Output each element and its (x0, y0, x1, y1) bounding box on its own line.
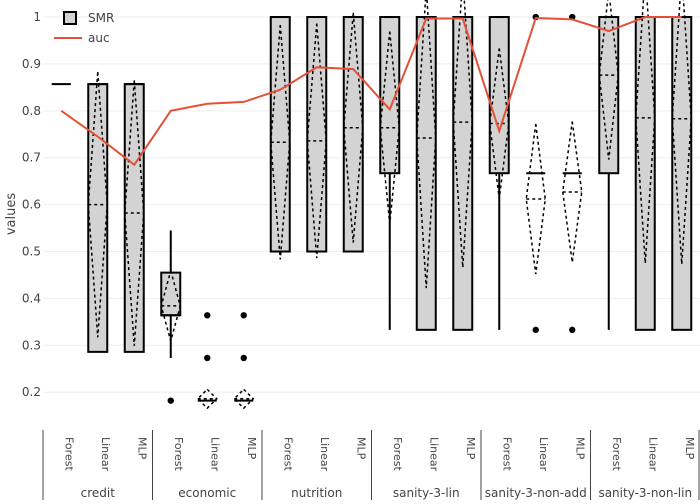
box-nutrition-linear[interactable] (306, 16, 328, 259)
y-tick-label: 0.9 (22, 57, 41, 71)
box-sanity-3-non-lin-mlp[interactable] (671, 0, 693, 331)
box-sd-diamond (196, 388, 218, 410)
y-tick-label: 0.6 (22, 198, 41, 212)
box-nutrition-forest[interactable] (269, 16, 291, 260)
x-tick-label: Forest (610, 437, 623, 471)
x-tick-label: MLP (245, 437, 258, 460)
box-sd-diamond (561, 121, 583, 263)
box-sd-diamond (634, 0, 656, 264)
x-group-label: credit (81, 486, 116, 500)
x-group-label: sanity-3-lin (393, 486, 460, 500)
auc-line-layer (60, 16, 682, 167)
box-sd-diamond (671, 0, 693, 265)
x-axis: Forest Linear MLP credit Forest Linear MLP econ… (42, 430, 700, 500)
box-outlier-point (204, 312, 211, 319)
box-sanity-3-non-lin-linear[interactable] (634, 0, 656, 331)
legend-label-smr: SMR (88, 11, 114, 25)
box-outlier-point (240, 312, 247, 319)
legend-swatch-smr (63, 11, 77, 25)
box-outlier-point (569, 326, 576, 334)
box-sd-diamond (306, 23, 328, 259)
box-sd-diamond (123, 80, 145, 346)
box-body (269, 16, 291, 253)
grid-layer (43, 16, 700, 393)
box-layer (51, 0, 693, 410)
x-tick-label: Linear (318, 437, 331, 472)
box-nutrition-mlp[interactable] (342, 12, 364, 253)
x-tick-label: Linear (646, 437, 659, 472)
y-tick-label: 0.5 (22, 245, 41, 259)
box-credit-mlp[interactable] (123, 80, 145, 353)
box-body (87, 83, 109, 353)
x-group-label: economic (178, 486, 236, 500)
box-sanity-3-lin-linear[interactable] (415, 0, 437, 331)
box-sd-diamond (269, 24, 291, 260)
legend-label-auc: auc (88, 31, 110, 45)
y-tick-label: 0.8 (22, 104, 41, 118)
box-economic-mlp[interactable] (233, 312, 255, 410)
x-tick-label: Forest (281, 437, 294, 471)
x-tick-label: MLP (573, 437, 586, 460)
box-outlier-point (167, 397, 174, 404)
y-axis-label: values (4, 193, 19, 236)
x-tick-label: Linear (99, 437, 112, 472)
box-economic-linear[interactable] (196, 312, 218, 410)
box-sanity-3-non-add-forest[interactable] (488, 16, 510, 330)
box-sd-diamond (525, 123, 547, 275)
y-axis-ticks: 0.2 0.3 0.4 0.5 0.6 0.7 0.8 0.9 1 (22, 10, 41, 399)
box-credit-linear[interactable] (87, 71, 109, 353)
box-sd-diamond (87, 71, 109, 338)
box-sd-diamond (488, 48, 510, 199)
auc-line[interactable] (60, 16, 682, 167)
box-body (342, 16, 364, 253)
box-sd-diamond (452, 0, 474, 268)
x-tick-label: Linear (537, 437, 550, 472)
box-sd-diamond (415, 0, 437, 289)
x-group-label: sanity-3-non-add (485, 486, 587, 500)
x-tick-label: Forest (500, 437, 513, 471)
box-outlier-point (532, 326, 539, 334)
x-tick-label: Forest (62, 437, 75, 471)
box-sanity-3-non-add-linear[interactable] (525, 13, 547, 334)
y-tick-label: 0.7 (22, 151, 41, 165)
y-tick-label: 0.2 (22, 385, 41, 399)
x-tick-label: MLP (464, 437, 477, 460)
x-tick-label: MLP (354, 437, 367, 460)
x-tick-label: Forest (172, 437, 185, 471)
y-tick-label: 0.4 (22, 291, 41, 305)
box-sd-diamond (233, 388, 255, 410)
box-sd-diamond (379, 31, 401, 224)
x-tick-label: MLP (683, 437, 696, 460)
x-tick-label: Linear (427, 437, 440, 472)
box-sanity-3-non-lin-forest[interactable] (598, 0, 620, 330)
x-group-label: sanity-3-non-lin (598, 486, 692, 500)
x-tick-label: MLP (135, 437, 148, 460)
box-sanity-3-lin-forest[interactable] (379, 16, 401, 330)
legend[interactable]: SMR auc (54, 11, 114, 45)
box-economic-forest[interactable] (160, 230, 182, 404)
box-body (306, 16, 328, 253)
box-sanity-3-lin-mlp[interactable] (452, 0, 474, 331)
y-tick-label: 1 (33, 10, 41, 24)
box-sd-diamond (342, 12, 364, 243)
box-sd-diamond (598, 0, 620, 160)
x-tick-label: Linear (208, 437, 221, 472)
y-tick-label: 0.3 (22, 338, 41, 352)
x-group-label: nutrition (291, 486, 342, 500)
box-sanity-3-non-add-mlp[interactable] (561, 13, 583, 334)
box-body (123, 83, 145, 353)
box-sd-diamond (160, 267, 182, 344)
box-outlier-point (240, 354, 247, 362)
box-outlier-point (204, 354, 211, 362)
x-tick-label: Forest (391, 437, 404, 471)
